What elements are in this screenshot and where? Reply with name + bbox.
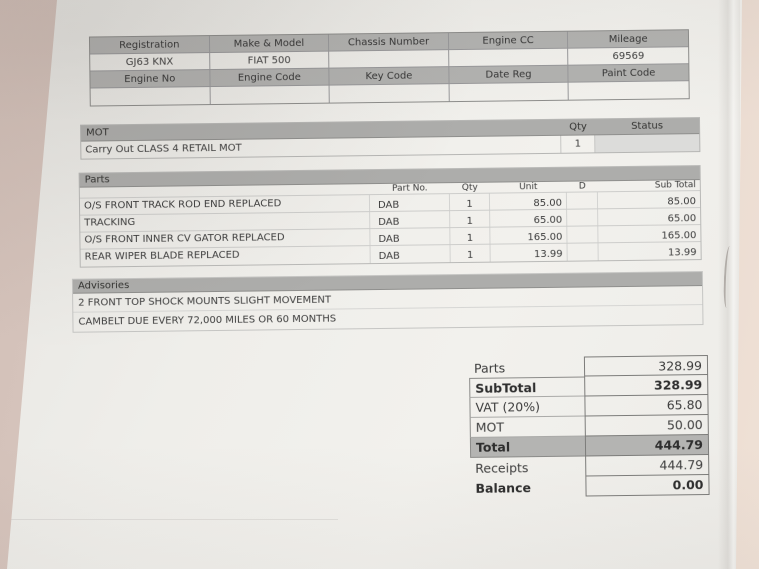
parts-row-unit: 13.99 (490, 243, 568, 262)
mot-section: MOT Qty Status Carry Out CLASS 4 RETAIL … (80, 117, 701, 160)
advisories-section: Advisories 2 FRONT TOP SHOCK MOUNTS SLIG… (71, 271, 704, 333)
totals-label: MOT (469, 416, 585, 438)
parts-row-part-no: DAB (370, 211, 451, 229)
totals-value: 444.79 (584, 434, 710, 457)
totals-value: 0.00 (585, 474, 710, 497)
totals-label: Parts (473, 359, 506, 376)
parts-row-sub-total: 165.00 (661, 230, 697, 242)
vehicle-value-registration: GJ63 KNX (90, 53, 210, 72)
vehicle-header-make-model: Make & Model (209, 34, 330, 54)
totals-label: Balance (475, 479, 532, 496)
parts-row-sub-total: 13.99 (667, 247, 697, 259)
vehicle-header-engine-cc: Engine CC (448, 31, 569, 51)
totals-value: 65.80 (584, 394, 709, 417)
parts-column-header-part-no: Part No. (391, 183, 428, 194)
totals-label: Receipts (475, 459, 529, 476)
parts-row-part-no: DAB (370, 228, 451, 246)
totals-label: VAT (20%) (469, 396, 585, 418)
parts-row-d (567, 243, 599, 261)
totals-section: Parts 328.99 SubTotal 328.99 VAT (20%) 6… (469, 354, 710, 498)
mot-status-header: Status (631, 120, 664, 132)
vehicle-value-make-model: FIAT 500 (209, 51, 330, 71)
parts-column-header-qty: Qty (461, 182, 478, 193)
parts-column-header-d: D (578, 181, 586, 192)
parts-row-qty: 1 (450, 227, 491, 245)
vehicle-header-registration: Registration (89, 36, 210, 55)
parts-row-d (566, 192, 599, 209)
mot-row-qty: 1 (561, 135, 596, 153)
parts-row-qty: 1 (450, 210, 491, 228)
parts-section: Parts Part No. Qty Unit D Sub Total O/S … (78, 165, 702, 268)
parts-row-sub-total: 65.00 (667, 213, 697, 225)
totals-value: 328.99 (583, 354, 709, 377)
parts-row-sub-total: 85.00 (667, 196, 697, 208)
parts-row-part-no: DAB (369, 194, 451, 212)
parts-row-unit: 65.00 (490, 209, 568, 227)
vehicle-header-key-code: Key Code (329, 67, 450, 86)
parts-column-header-description (80, 189, 370, 193)
vehicle-header-mileage: Mileage (568, 30, 689, 49)
vehicle-value-mileage: 69569 (568, 47, 689, 66)
vehicle-value-engine-cc (448, 48, 569, 68)
paper-crease (8, 519, 338, 520)
parts-row-d (567, 226, 599, 243)
vehicle-value-engine-no (90, 87, 211, 106)
parts-row-unit: 165.00 (490, 226, 568, 244)
parts-row-d (567, 209, 599, 226)
parts-row-qty: 1 (450, 244, 491, 263)
paper-fold-shadow (718, 0, 740, 569)
parts-column-header-sub-total: Sub Total (654, 180, 696, 191)
vehicle-header-date-reg: Date Reg (449, 65, 569, 85)
vehicle-header-paint-code: Paint Code (568, 64, 689, 83)
vehicle-value-engine-code (210, 85, 330, 105)
vehicle-value-date-reg (449, 82, 570, 102)
mot-qty-header: Qty (569, 121, 588, 133)
mot-row-status (595, 134, 700, 153)
totals-label: Total (469, 436, 586, 458)
totals-value: 444.79 (585, 454, 710, 477)
totals-value: 328.99 (584, 374, 709, 397)
totals-row-balance: Balance 0.00 (470, 474, 710, 498)
parts-row-part-no: DAB (370, 245, 451, 264)
parts-column-header-unit: Unit (519, 182, 538, 193)
totals-value: 50.00 (584, 414, 709, 437)
vehicle-header-chassis-number: Chassis Number (329, 33, 449, 52)
vehicle-header-engine-no: Engine No (90, 70, 211, 89)
vehicle-value-chassis-number (329, 50, 450, 69)
totals-label: SubTotal (469, 376, 585, 398)
parts-row-unit: 85.00 (489, 192, 568, 210)
vehicle-value-paint-code (569, 81, 689, 99)
parts-row-qty: 1 (449, 193, 491, 211)
parts-row-description: REAR WIPER BLADE REPLACED (80, 246, 371, 267)
vehicle-header-engine-code: Engine Code (209, 68, 330, 88)
vehicle-value-key-code (329, 84, 450, 103)
vehicle-details-table: Registration Make & Model Chassis Number… (88, 29, 690, 107)
